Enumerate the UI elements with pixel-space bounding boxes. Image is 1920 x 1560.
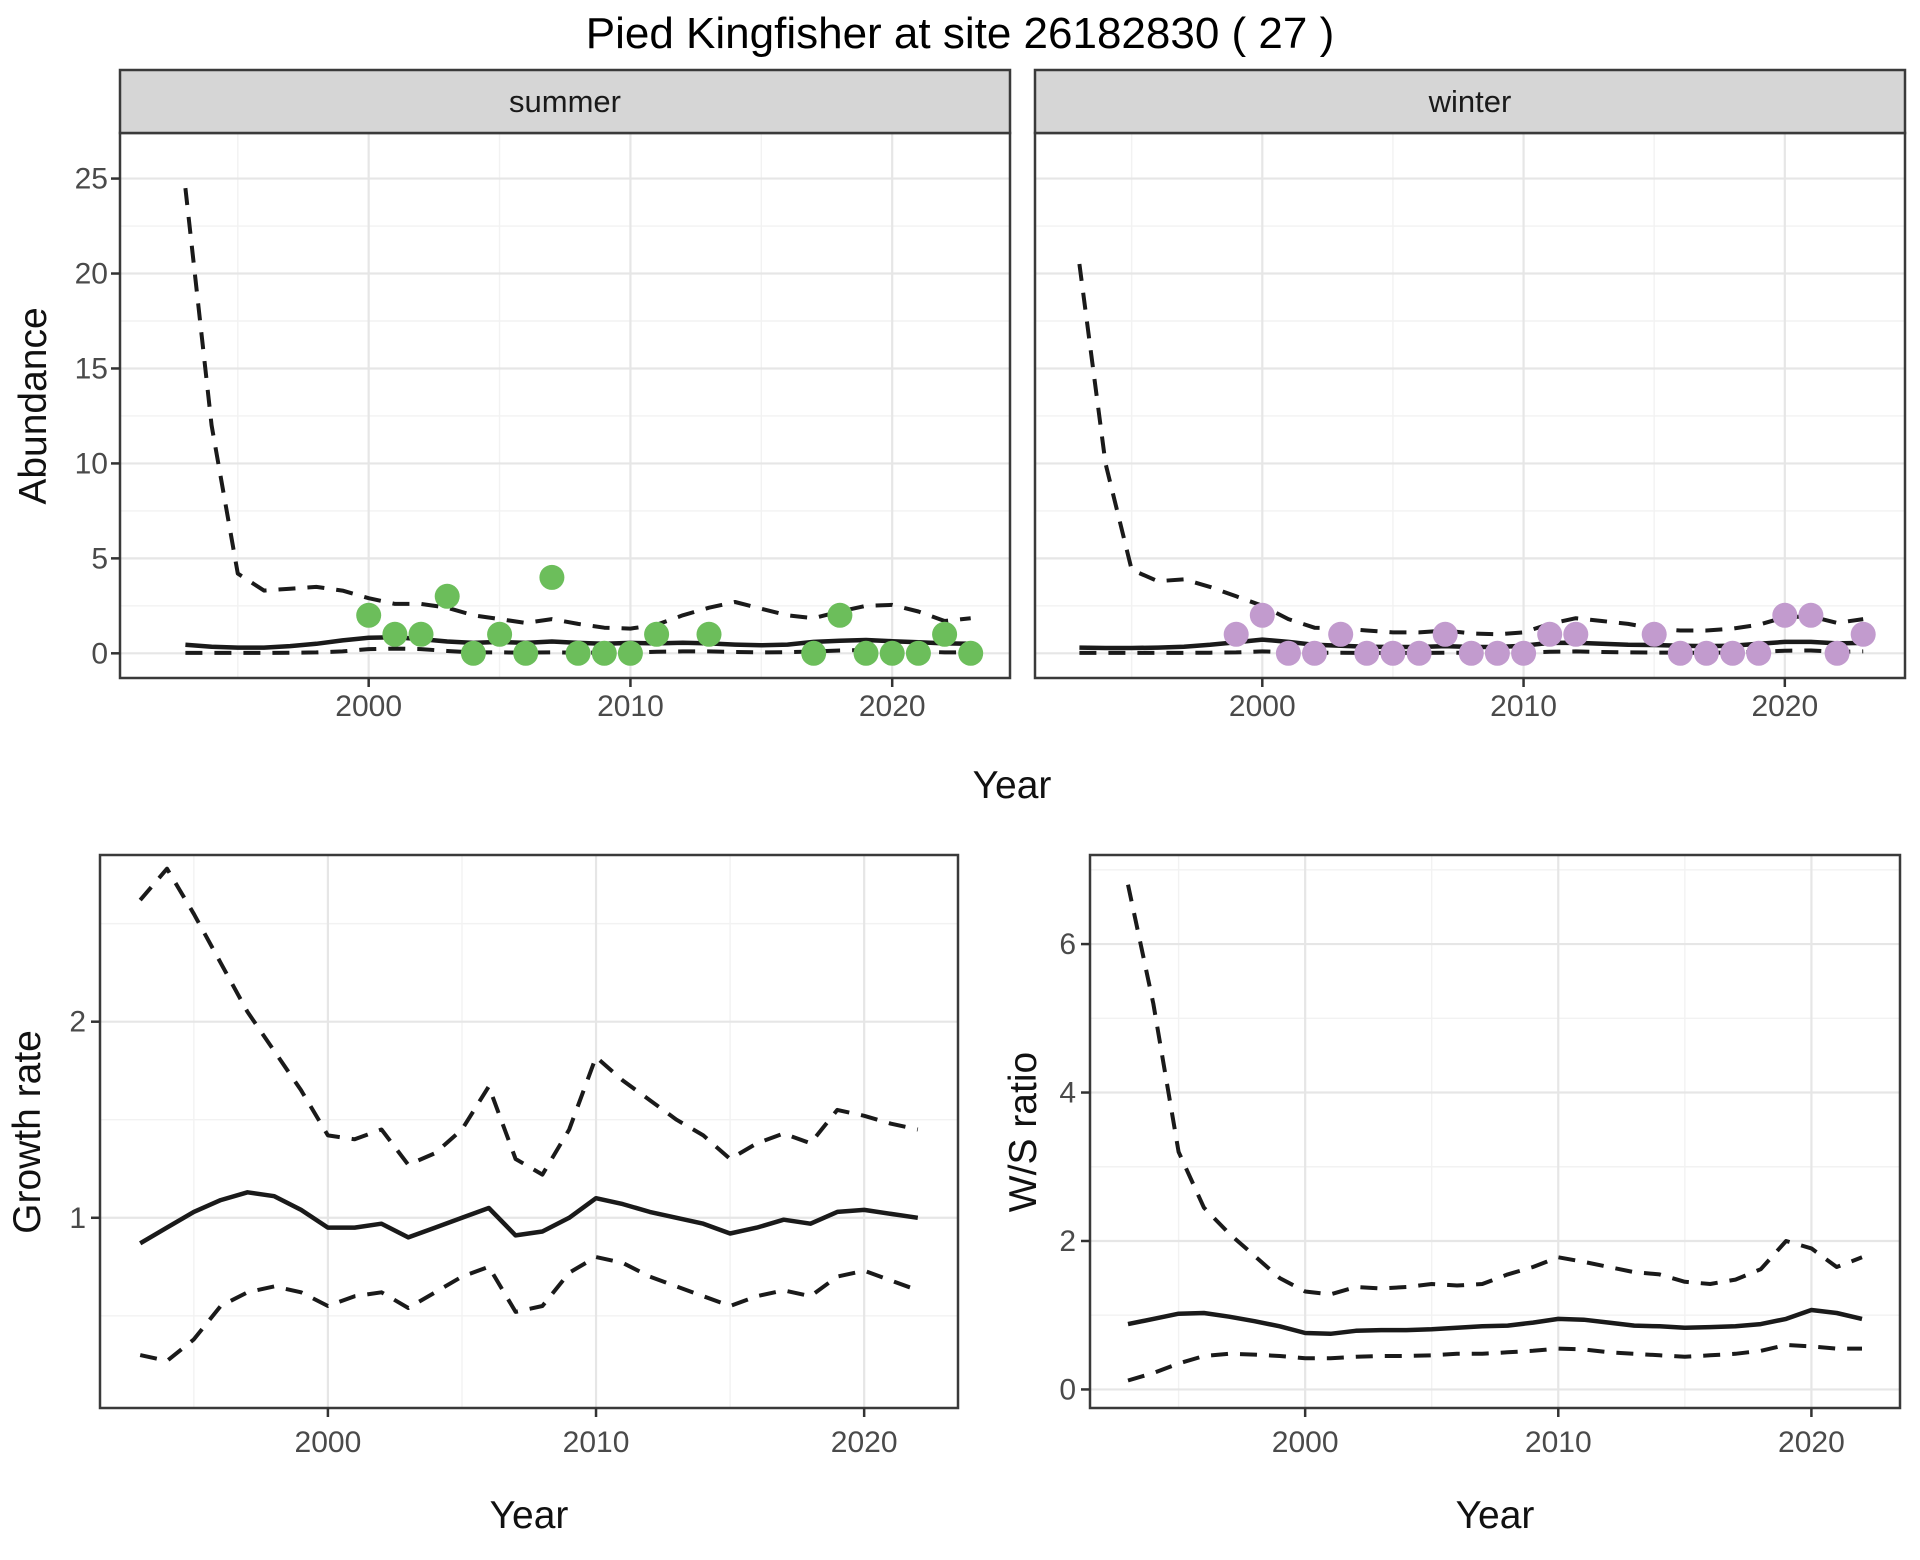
abundance-winter-observed-abundance-point	[1824, 640, 1850, 666]
abundance-summer-panel: 2000 2010 2020 0 5 10 15 20 25	[75, 131, 1012, 723]
abundance-summer-observed-abundance-point	[460, 640, 486, 666]
y-tick-label: 25	[75, 163, 108, 196]
ws-ratio-panel: 2000 2010 2020 0 2 4 6	[1059, 853, 1902, 1459]
abundance-summer-panel-bg	[120, 133, 1010, 678]
facet-strip-winter	[1033, 68, 1907, 135]
ws-ratio-upper-95ci-line	[1126, 884, 1863, 1297]
abundance-summer-observed-abundance-point	[408, 621, 434, 647]
y-axis-label-ws-ratio: W/S ratio	[1002, 1052, 1045, 1212]
growth-rate-panel-bg	[100, 855, 958, 1408]
abundance-winter-observed-abundance-point	[1511, 640, 1537, 666]
abundance-summer-upper-95ci-line	[183, 187, 971, 631]
abundance-summer-observed-abundance-point	[853, 640, 879, 666]
y-tick-label: 15	[75, 352, 108, 385]
abundance-winter-observed-abundance-point	[1693, 640, 1719, 666]
x-tick-label: 2020	[1778, 1426, 1845, 1459]
abundance-winter-observed-abundance-point	[1380, 640, 1406, 666]
ws-ratio-lower-95ci-line	[1127, 1342, 1862, 1383]
growth-rate-panel-border	[98, 853, 960, 1410]
abundance-winter-panel-bg	[1035, 133, 1905, 678]
abundance-winter-upper-95ci-line	[1077, 263, 1864, 637]
figure-title: Pied Kingfisher at site 26182830 ( 27 )	[586, 9, 1334, 58]
x-axis-label-bottom-left: Year	[490, 1494, 569, 1537]
abundance-summer-observed-abundance-point	[801, 640, 827, 666]
y-tick-label: 4	[1059, 1077, 1076, 1110]
x-tick-label: 2000	[1229, 690, 1296, 723]
growth-rate-panel: 2000 2010 2020 1 2	[69, 853, 960, 1459]
abundance-summer-observed-abundance-point	[827, 602, 853, 628]
x-tick-label: 2010	[563, 1426, 630, 1459]
abundance-summer-observed-abundance-point	[487, 621, 513, 647]
abundance-winter-observed-abundance-point	[1798, 602, 1824, 628]
abundance-winter-observed-abundance-point	[1354, 640, 1380, 666]
abundance-summer-observed-abundance-point	[434, 583, 460, 609]
abundance-winter-observed-abundance-point	[1850, 621, 1876, 647]
x-axis-label-bottom-right: Year	[1456, 1494, 1535, 1537]
abundance-winter-observed-abundance-point	[1720, 640, 1746, 666]
abundance-winter-observed-abundance-point	[1275, 640, 1301, 666]
x-tick-label: 2020	[1751, 690, 1818, 723]
abundance-winter-observed-abundance-point	[1772, 602, 1798, 628]
abundance-winter-observed-abundance-point	[1746, 640, 1772, 666]
x-tick-label: 2020	[831, 1426, 898, 1459]
x-tick-label: 2000	[295, 1426, 362, 1459]
abundance-summer-observed-abundance-point	[905, 640, 931, 666]
y-tick-label: 0	[1059, 1373, 1076, 1406]
abundance-summer-observed-abundance-point	[382, 621, 408, 647]
y-axis-label-growth-rate: Growth rate	[6, 1030, 49, 1234]
ws-ratio-panel-border	[1088, 853, 1902, 1410]
abundance-winter-panel: 2000 2010 2020	[1033, 131, 1907, 723]
abundance-winter-observed-abundance-point	[1484, 640, 1510, 666]
y-tick-label: 6	[1059, 928, 1076, 961]
growth-rate-mean-line	[139, 1190, 919, 1246]
abundance-summer-observed-abundance-point	[958, 640, 984, 666]
abundance-summer-observed-abundance-point	[644, 621, 670, 647]
abundance-winter-observed-abundance-point	[1223, 621, 1249, 647]
x-tick-label: 2000	[1272, 1426, 1339, 1459]
facet-strip-label-winter: winter	[1428, 84, 1512, 119]
growth-rate-upper-95ci-line	[138, 866, 919, 1177]
y-tick-label: 1	[69, 1202, 86, 1235]
abundance-summer-observed-abundance-point	[356, 602, 382, 628]
y-tick-label: 10	[75, 447, 108, 480]
abundance-winter-observed-abundance-point	[1667, 640, 1693, 666]
abundance-winter-observed-abundance-point	[1249, 602, 1275, 628]
abundance-winter-observed-abundance-point	[1432, 621, 1458, 647]
y-tick-label: 2	[69, 1006, 86, 1039]
ws-ratio-mean-line	[1127, 1307, 1863, 1337]
x-axis-label-top: Year	[973, 764, 1052, 807]
abundance-summer-observed-abundance-point	[879, 640, 905, 666]
abundance-winter-observed-abundance-point	[1328, 621, 1354, 647]
y-tick-label: 5	[91, 542, 108, 575]
x-tick-label: 2010	[1490, 690, 1557, 723]
y-tick-label: 2	[1059, 1225, 1076, 1258]
x-tick-label: 2010	[597, 690, 664, 723]
x-tick-label: 2010	[1525, 1426, 1592, 1459]
abundance-winter-observed-abundance-point	[1563, 621, 1589, 647]
y-tick-label: 20	[75, 258, 108, 291]
abundance-summer-observed-abundance-point	[932, 621, 958, 647]
x-tick-label: 2000	[335, 690, 402, 723]
abundance-winter-observed-abundance-point	[1458, 640, 1484, 666]
abundance-summer-observed-abundance-point	[696, 621, 722, 647]
facet-strip-summer	[118, 68, 1012, 135]
y-axis-label-abundance: Abundance	[12, 307, 55, 504]
x-tick-label: 2020	[859, 690, 926, 723]
abundance-winter-observed-abundance-point	[1406, 640, 1432, 666]
abundance-winter-observed-abundance-point	[1537, 621, 1563, 647]
growth-rate-lower-95ci-line	[139, 1255, 919, 1363]
abundance-summer-observed-abundance-point	[513, 640, 539, 666]
abundance-summer-observed-abundance-point	[591, 640, 617, 666]
abundance-summer-observed-abundance-point	[617, 640, 643, 666]
abundance-summer-observed-abundance-point	[565, 640, 591, 666]
abundance-winter-observed-abundance-point	[1641, 621, 1667, 647]
y-tick-label: 0	[91, 637, 108, 670]
abundance-summer-observed-abundance-point	[539, 564, 565, 590]
abundance-winter-observed-abundance-point	[1302, 640, 1327, 666]
facet-strip-label-summer: summer	[509, 84, 621, 119]
